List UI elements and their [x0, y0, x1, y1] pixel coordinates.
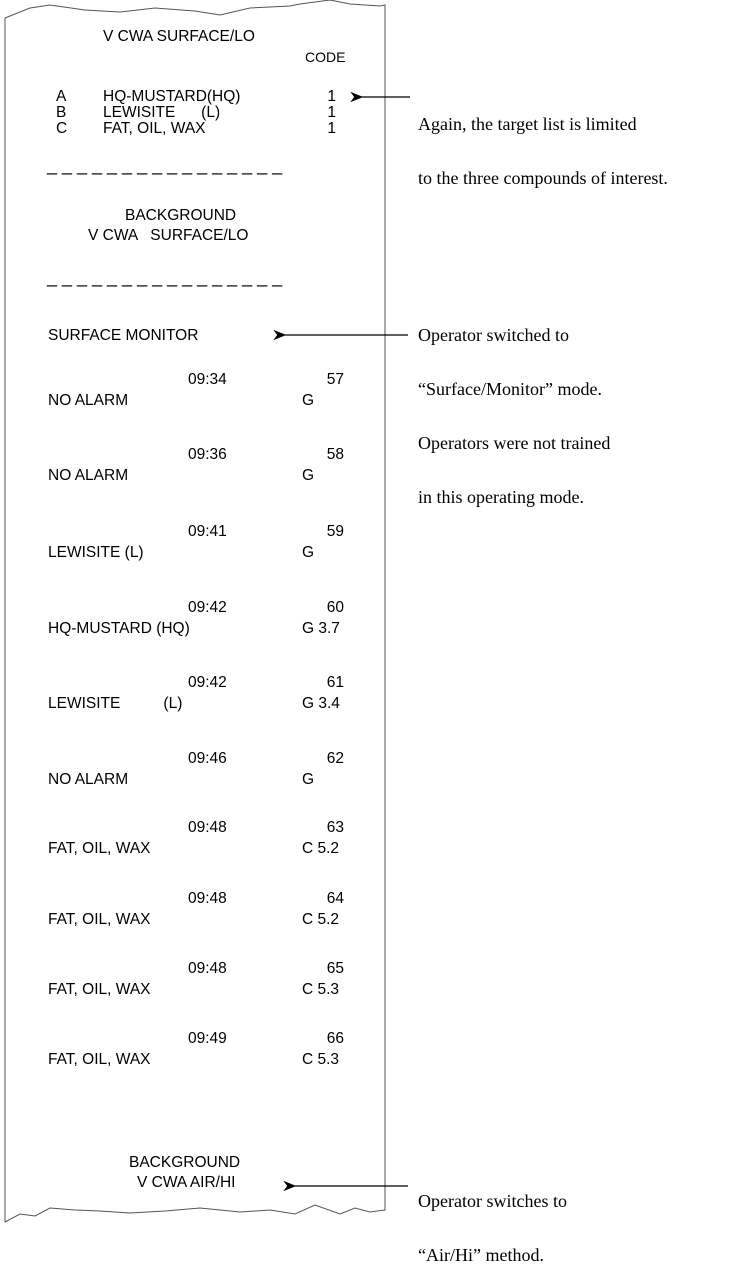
entry-number: 59: [326, 523, 344, 540]
entry-result: NO ALARM: [48, 467, 129, 484]
target-letter: C: [56, 120, 68, 137]
target-code: 1: [327, 120, 336, 137]
entry-time: 09:36: [188, 446, 227, 463]
entry-result: NO ALARM: [48, 771, 129, 788]
target-name: LEWISITE (L): [103, 104, 221, 121]
entry-result: FAT, OIL, WAX: [48, 1051, 151, 1068]
entry-time: 09:41: [188, 523, 227, 540]
entry-time: 09:48: [188, 960, 227, 977]
entry-result: NO ALARM: [48, 392, 129, 409]
background-1-line1: BACKGROUND: [125, 207, 237, 224]
entry-result: LEWISITE (L): [48, 695, 183, 712]
entry-number: 63: [326, 819, 344, 836]
target-name: FAT, OIL, WAX: [103, 120, 206, 137]
entry-number: 64: [326, 890, 344, 907]
divider-2: _ _ _ _ _ _ _ _ _ _ _ _ _ _ _ _: [47, 267, 283, 287]
background-2-line1: BACKGROUND: [129, 1154, 241, 1171]
entry-flag: C 5.2: [302, 840, 340, 857]
entry-time: 09:42: [188, 674, 227, 691]
annotation-line: “Air/Hi” method.: [418, 1245, 544, 1265]
target-code: 1: [327, 104, 336, 121]
entry-flag: G: [302, 467, 315, 484]
divider-1: _ _ _ _ _ _ _ _ _ _ _ _ _ _ _ _: [47, 155, 283, 175]
entry-flag: G 3.7: [302, 620, 340, 637]
entry-number: 57: [326, 371, 344, 388]
entry-result: FAT, OIL, WAX: [48, 981, 151, 998]
target-letter: B: [56, 104, 67, 121]
entry-result: FAT, OIL, WAX: [48, 911, 151, 928]
entry-time: 09:34: [188, 371, 227, 388]
target-name: HQ-MUSTARD(HQ): [103, 88, 241, 105]
annotation-surface-monitor: Operator switched to “Surface/Monitor” m…: [418, 290, 610, 524]
entry-number: 61: [326, 674, 344, 691]
entry-number: 66: [326, 1030, 344, 1047]
entry-result: FAT, OIL, WAX: [48, 840, 151, 857]
target-letter: A: [56, 88, 67, 105]
entry-time: 09:46: [188, 750, 227, 767]
background-2-line2: V CWA AIR/HI: [137, 1174, 236, 1191]
annotation-line: Operator switches to: [418, 1191, 567, 1211]
entry-flag: G 3.4: [302, 695, 340, 712]
annotation-line: “Surface/Monitor” mode.: [418, 379, 602, 399]
annotation-target-list: Again, the target list is limited to the…: [418, 79, 668, 205]
receipt-outline: [4, 0, 410, 1223]
entry-number: 62: [326, 750, 344, 767]
entry-flag: G: [302, 544, 315, 561]
entry-time: 09:48: [188, 819, 227, 836]
entry-number: 60: [326, 599, 344, 616]
background-1-line2: V CWA SURFACE/LO: [88, 227, 249, 244]
mode-label: SURFACE MONITOR: [48, 327, 199, 344]
entry-flag: C 5.2: [302, 911, 340, 928]
annotation-line: Again, the target list is limited: [418, 114, 637, 134]
entry-number: 58: [326, 446, 344, 463]
annotation-line: to the three compounds of interest.: [418, 168, 668, 188]
code-header: CODE: [305, 49, 346, 65]
entry-time: 09:48: [188, 890, 227, 907]
annotation-line: in this operating mode.: [418, 487, 584, 507]
entry-number: 65: [326, 960, 344, 977]
receipt-title: V CWA SURFACE/LO: [103, 28, 255, 45]
entry-result: HQ-MUSTARD (HQ): [48, 620, 190, 637]
annotation-line: Operators were not trained: [418, 433, 611, 453]
entry-flag: C 5.3: [302, 1051, 340, 1068]
entry-time: 09:49: [188, 1030, 227, 1047]
entry-time: 09:42: [188, 599, 227, 616]
target-code: 1: [327, 88, 336, 105]
entry-result: LEWISITE (L): [48, 544, 144, 561]
receipt-paper: [4, 0, 386, 1223]
annotation-air-hi: Operator switches to “Air/Hi” method.: [418, 1156, 567, 1282]
annotation-line: Operator switched to: [418, 325, 569, 345]
entry-flag: G: [302, 392, 315, 409]
entry-flag: C 5.3: [302, 981, 340, 998]
entry-flag: G: [302, 771, 315, 788]
